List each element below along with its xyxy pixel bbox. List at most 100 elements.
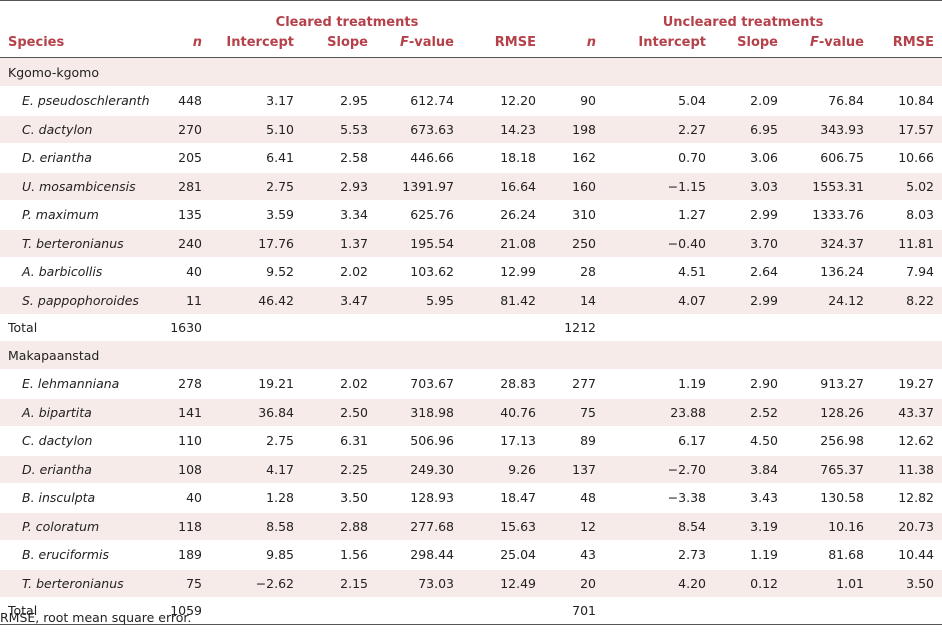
- species-cell: S. pappophoroides: [0, 285, 150, 314]
- table-row: E. lehmanniana 278 19.21 2.02 703.67 28.83 277…: [0, 369, 942, 398]
- table-body: Kgomo-kgomo E. pseudoschlerantha 448 3.17 2.…: [0, 57, 942, 625]
- cleared-intercept-cell: 19.21: [210, 369, 302, 398]
- uncleared-n-cell: 277: [544, 369, 604, 398]
- uncleared-slope-cell: 3.03: [714, 171, 786, 201]
- cleared-total-n: 1059: [150, 597, 210, 625]
- cleared-intercept-cell: 17.76: [210, 228, 302, 258]
- species-cell: E. pseudoschlerantha: [0, 86, 150, 115]
- empty-cell: [210, 314, 302, 341]
- uncleared-f-value-cell: 324.37: [786, 228, 872, 258]
- cleared-slope-cell: 5.53: [302, 114, 376, 144]
- uncleared-intercept-cell: 1.27: [604, 200, 714, 229]
- cleared-intercept-cell: 36.84: [210, 397, 302, 427]
- uncleared-total-n: 701: [544, 597, 604, 625]
- cleared-n-cell: 135: [150, 200, 210, 229]
- cleared-slope-cell: 2.93: [302, 171, 376, 201]
- uncleared-rmse-cell: 11.81: [872, 228, 942, 258]
- cleared-rmse-cell: 25.04: [462, 540, 544, 569]
- empty-cell: [604, 597, 714, 625]
- uncleared-slope-cell: 2.90: [714, 369, 786, 398]
- empty-cell: [462, 314, 544, 341]
- species-cell: P. coloratum: [0, 511, 150, 541]
- species-cell: T. berteronianus: [0, 568, 150, 597]
- uncleared-f-value-cell: 130.58: [786, 483, 872, 512]
- uncleared-total-n: 1212: [564, 320, 596, 335]
- table-row: A. barbicollis 40 9.52 2.02 103.62 12.99 28 4.5…: [0, 257, 942, 286]
- cleared-n-cell: 278: [150, 369, 210, 398]
- uncleared-rmse-cell: 10.66: [872, 143, 942, 172]
- total-label: Total: [0, 597, 150, 625]
- species-cell: E. lehmanniana: [0, 369, 150, 398]
- uncleared-n-cell: 162: [544, 143, 604, 172]
- uncleared-treatments-header: Uncleared treatments: [544, 0, 942, 33]
- uncleared-intercept-header: Intercept: [604, 33, 714, 58]
- uncleared-f-value-cell: 1.01: [786, 568, 872, 597]
- empty-cell: [872, 314, 942, 341]
- uncleared-slope-cell: 2.99: [714, 285, 786, 314]
- uncleared-n-cell: 20: [544, 568, 604, 597]
- cleared-n-header: n: [150, 33, 210, 58]
- cleared-f-value-cell: 277.68: [376, 511, 462, 541]
- species-cell: B. eruciformis: [0, 540, 150, 569]
- cleared-slope-cell: 6.31: [302, 426, 376, 455]
- uncleared-intercept-cell: −1.15: [604, 171, 714, 201]
- uncleared-slope-cell: 4.50: [714, 426, 786, 455]
- cleared-rmse-header: RMSE: [462, 33, 544, 58]
- cleared-intercept-cell: −2.62: [210, 568, 302, 597]
- cleared-f-value-cell: 506.96: [376, 426, 462, 455]
- uncleared-slope-cell: 1.19: [714, 540, 786, 569]
- uncleared-rmse-cell: 8.03: [872, 200, 942, 229]
- cleared-n-cell: 189: [150, 540, 210, 569]
- uncleared-intercept-cell: −3.38: [604, 483, 714, 512]
- cleared-intercept-cell: 2.75: [210, 171, 302, 201]
- uncleared-intercept-cell: 0.70: [604, 143, 714, 172]
- total-row: Total 1630 1212: [0, 314, 942, 341]
- uncleared-f-value-cell: 765.37: [786, 454, 872, 484]
- uncleared-f-value-cell: 128.26: [786, 397, 872, 427]
- uncleared-f-value-cell: 24.12: [786, 285, 872, 314]
- cleared-intercept-cell: 4.17: [210, 454, 302, 484]
- cleared-n-cell: 205: [150, 143, 210, 172]
- cleared-f-value-cell: 73.03: [376, 568, 462, 597]
- cleared-f-value-cell: 298.44: [376, 540, 462, 569]
- cleared-intercept-cell: 5.10: [210, 114, 302, 144]
- cleared-f-value-header: F-value: [376, 33, 462, 58]
- cleared-rmse-cell: 18.18: [462, 143, 544, 172]
- empty-cell: [714, 597, 786, 625]
- cleared-intercept-cell: 8.58: [210, 511, 302, 541]
- uncleared-n-cell: 14: [544, 285, 604, 314]
- uncleared-n-cell: 89: [544, 426, 604, 455]
- cleared-rmse-cell: 17.13: [462, 426, 544, 455]
- cleared-slope-cell: 3.50: [302, 483, 376, 512]
- uncleared-f-value-cell: 343.93: [786, 114, 872, 144]
- cleared-n-cell: 240: [150, 228, 210, 258]
- uncleared-slope-header: Slope: [714, 33, 786, 58]
- cleared-n-cell: 270: [150, 114, 210, 144]
- uncleared-intercept-cell: 2.27: [604, 114, 714, 144]
- cleared-slope-cell: 2.88: [302, 511, 376, 541]
- section-header-row: Makapaanstad: [0, 341, 942, 370]
- section-name: Makapaanstad: [0, 341, 942, 370]
- uncleared-slope-cell: 2.99: [714, 200, 786, 229]
- empty-cell: [376, 597, 462, 625]
- species-cell: A. bipartita: [0, 397, 150, 427]
- cleared-slope-cell: 3.34: [302, 200, 376, 229]
- cleared-slope-cell: 1.56: [302, 540, 376, 569]
- cleared-intercept-cell: 9.85: [210, 540, 302, 569]
- cleared-intercept-cell: 6.41: [210, 143, 302, 172]
- cleared-f-value-cell: 673.63: [376, 114, 462, 144]
- species-cell: T. berteronianus: [0, 228, 150, 258]
- cleared-n-cell: 110: [150, 426, 210, 455]
- cleared-rmse-cell: 15.63: [462, 511, 544, 541]
- table-row: T. berteronianus 240 17.76 1.37 195.54 21.08 2…: [0, 228, 942, 258]
- uncleared-rmse-cell: 12.62: [872, 426, 942, 455]
- species-cell: P. maximum: [0, 200, 150, 229]
- cleared-n-cell: 40: [150, 257, 210, 286]
- uncleared-intercept-cell: 5.04: [604, 86, 714, 115]
- uncleared-rmse-cell: 3.50: [872, 568, 942, 597]
- table-row: B. eruciformis 189 9.85 1.56 298.44 25.04 43 2.…: [0, 540, 942, 569]
- uncleared-intercept-cell: 6.17: [604, 426, 714, 455]
- cleared-n-cell: 448: [150, 86, 210, 115]
